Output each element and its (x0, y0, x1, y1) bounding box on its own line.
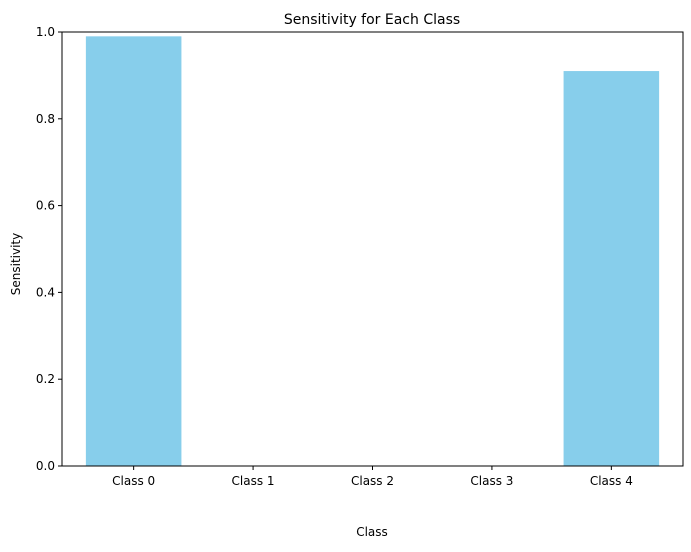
axes-layer: 0.0 0.2 0.4 0.6 0.8 1.0 Class 0 Class 1 Class 2 C… (36, 25, 684, 488)
x-tick-label: Class 3 (470, 474, 513, 488)
y-axis-label: Sensitivity (9, 233, 23, 295)
x-tick-label: Class 1 (232, 474, 275, 488)
y-tick-label: 1.0 (36, 25, 55, 39)
y-tick-label: 0.4 (36, 285, 55, 299)
x-tick-label: Class 4 (590, 474, 633, 488)
y-tick-label: 0.0 (36, 459, 55, 473)
bars-layer (85, 36, 660, 467)
bar-class-0 (85, 36, 182, 467)
y-tick-label: 0.6 (36, 199, 55, 213)
x-tick-label: Class 2 (351, 474, 394, 488)
bar-class-4 (563, 71, 660, 466)
y-tick-label: 0.8 (36, 112, 55, 126)
x-axis-label: Class (356, 525, 388, 539)
x-tick-label: Class 0 (112, 474, 155, 488)
chart-title: Sensitivity for Each Class (284, 12, 460, 28)
y-tick-label: 0.2 (36, 372, 55, 386)
